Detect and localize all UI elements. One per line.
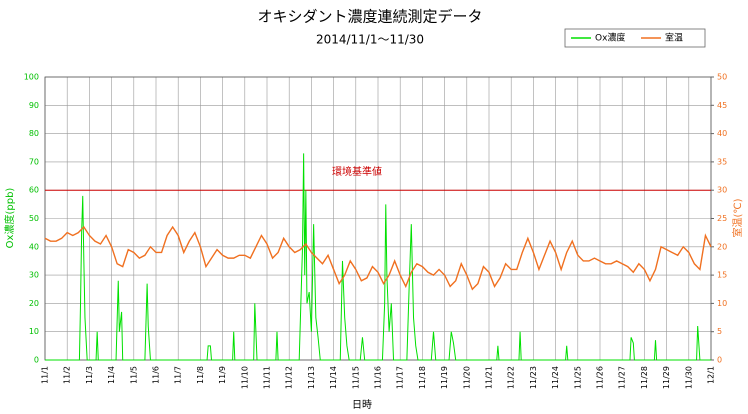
x-tick-label: 11/21 — [485, 366, 494, 389]
y-tick-label: 90 — [29, 101, 39, 110]
x-tick-label: 11/8 — [196, 366, 205, 384]
x-tick-label: 12/1 — [707, 366, 716, 384]
x-tick-label: 11/16 — [374, 366, 383, 389]
x-tick-label: 11/15 — [351, 366, 360, 389]
x-tick-label: 11/4 — [107, 366, 116, 384]
x-tick-label: 11/22 — [507, 366, 516, 389]
x-tick-label: 11/23 — [529, 366, 538, 389]
x-tick-label: 11/19 — [440, 366, 449, 389]
y2-tick-label: 5 — [717, 327, 722, 336]
y-tick-label: 50 — [29, 214, 39, 223]
y-tick-label: 10 — [29, 327, 39, 336]
legend-label: 室温 — [665, 32, 683, 44]
x-tick-label: 11/7 — [174, 366, 183, 384]
x-tick-label: 11/11 — [263, 366, 272, 389]
y2-tick-label: 15 — [717, 271, 727, 280]
y-tick-label: 20 — [29, 299, 39, 308]
y-tick-label: 40 — [29, 242, 39, 251]
x-tick-label: 11/20 — [462, 366, 471, 389]
x-tick-label: 11/9 — [218, 366, 227, 384]
annotation: 環境基準値 — [332, 165, 382, 178]
series-line — [45, 153, 711, 361]
y-tick-label: 70 — [29, 157, 39, 166]
x-tick-label: 11/26 — [596, 366, 605, 389]
x-tick-label: 11/3 — [85, 366, 94, 384]
y2-tick-label: 30 — [717, 186, 727, 195]
legend-box — [564, 28, 706, 48]
x-axis-label: 日時 — [352, 399, 372, 411]
x-tick-label: 11/29 — [662, 366, 671, 389]
x-tick-label: 11/5 — [129, 366, 138, 384]
x-tick-label: 11/6 — [152, 366, 161, 384]
y-tick-label: 80 — [29, 129, 39, 138]
y2-tick-label: 45 — [717, 101, 727, 110]
x-tick-label: 11/12 — [285, 366, 294, 389]
x-tick-label: 11/27 — [618, 366, 627, 389]
y2-axis-label: 室温(℃) — [731, 198, 744, 237]
x-tick-label: 11/28 — [640, 366, 649, 389]
y2-tick-label: 25 — [717, 214, 727, 223]
x-tick-label: 11/14 — [329, 366, 338, 389]
x-tick-label: 11/10 — [240, 366, 249, 389]
x-tick-label: 11/13 — [307, 366, 316, 389]
y2-tick-label: 10 — [717, 299, 727, 308]
chart-title: オキシダント濃度連続測定データ — [257, 8, 482, 26]
x-tick-label: 11/1 — [41, 366, 50, 384]
y2-tick-label: 0 — [717, 356, 722, 365]
y2-tick-label: 40 — [717, 129, 727, 138]
chart-subtitle: 2014/11/1～11/30 — [316, 33, 424, 47]
y-tick-label: 100 — [24, 73, 39, 82]
y-tick-label: 60 — [29, 186, 39, 195]
y-axis-label: Ox濃度(ppb) — [3, 188, 16, 249]
series-line — [44, 225, 712, 291]
x-tick-label: 11/2 — [63, 366, 72, 384]
x-tick-label: 11/18 — [418, 366, 427, 389]
y-tick-label: 30 — [29, 271, 39, 280]
y-tick-label: 0 — [34, 356, 39, 365]
x-tick-label: 11/25 — [573, 366, 582, 389]
x-tick-label: 11/30 — [684, 366, 693, 389]
y2-tick-label: 50 — [717, 73, 727, 82]
y2-tick-label: 35 — [717, 157, 727, 166]
y2-tick-label: 20 — [717, 242, 727, 251]
x-tick-label: 11/17 — [396, 366, 405, 389]
legend-label: Ox濃度 — [595, 32, 625, 44]
x-tick-label: 11/24 — [551, 366, 560, 389]
